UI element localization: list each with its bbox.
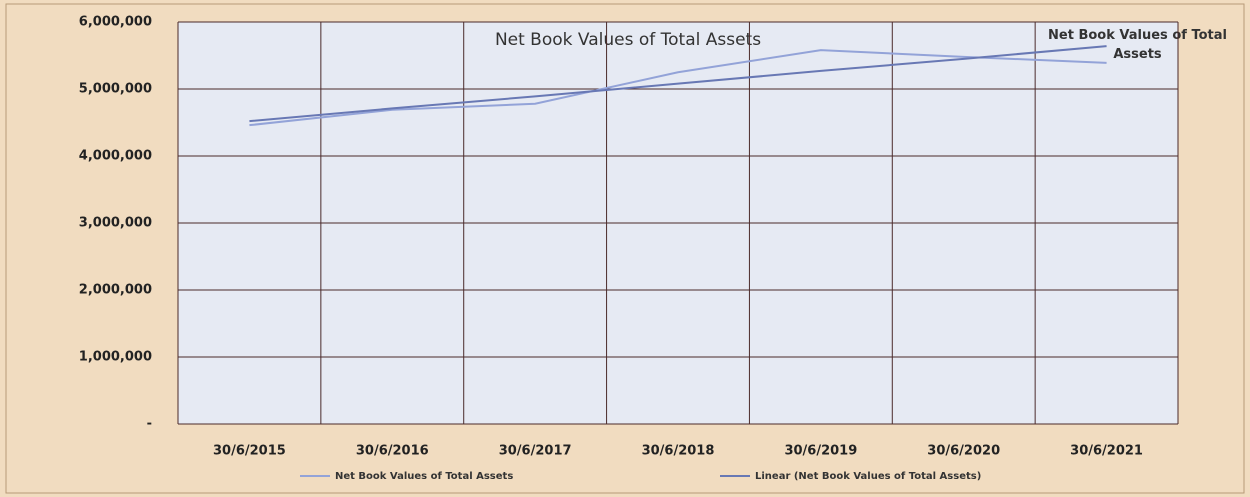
y-tick-label: 4,000,000 (79, 149, 152, 164)
annotation-text: Net Book Values of Total Assets (1048, 28, 1227, 62)
x-tick-label: 30/6/2018 (642, 444, 715, 459)
x-tick-label: 30/6/2017 (499, 444, 572, 459)
y-tick-label: 5,000,000 (79, 82, 152, 97)
x-tick-label: 30/6/2020 (927, 444, 1000, 459)
y-tick-label: 6,000,000 (79, 15, 152, 30)
y-tick-label: 3,000,000 (79, 216, 152, 231)
y-tick-label: 1,000,000 (79, 350, 152, 365)
y-tick-label: 2,000,000 (79, 283, 152, 298)
x-tick-label: 30/6/2019 (784, 444, 857, 459)
x-tick-label: 30/6/2015 (213, 444, 286, 459)
chart-title: Net Book Values of Total Assets (495, 30, 761, 50)
y-tick-label: - (147, 417, 152, 432)
x-tick-label: 30/6/2021 (1070, 444, 1143, 459)
annotation: Net Book Values of Total Assets (1048, 28, 1227, 62)
chart-border (5, 3, 1245, 494)
series-line (249, 45, 1107, 123)
series-line (249, 49, 1107, 127)
x-tick-label: 30/6/2016 (356, 444, 429, 459)
legend-label: Linear (Net Book Values of Total Assets) (755, 471, 981, 482)
legend-label: Net Book Values of Total Assets (335, 471, 513, 482)
